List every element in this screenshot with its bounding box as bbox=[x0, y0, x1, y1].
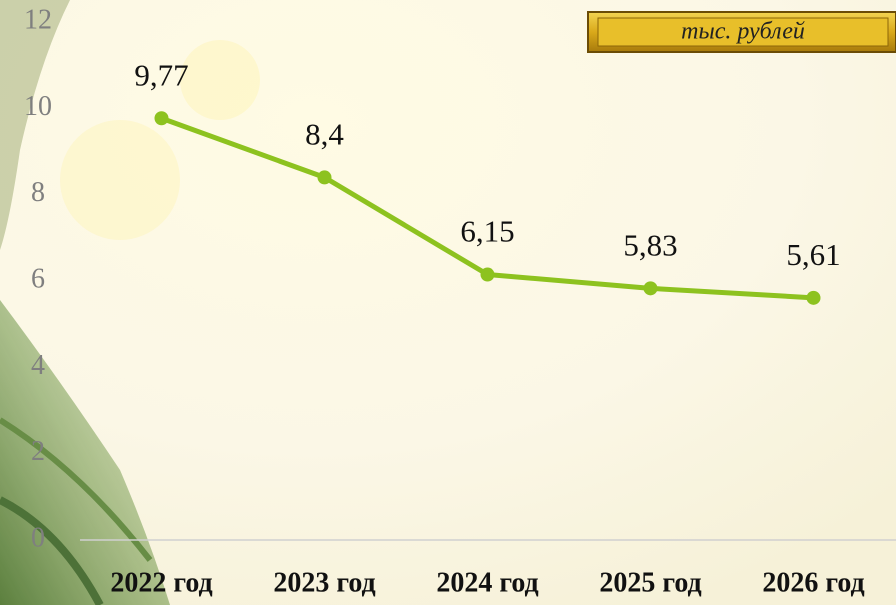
point bbox=[643, 281, 658, 296]
value-label: 9,77 bbox=[134, 57, 188, 92]
x-tick-label: 2022 год bbox=[110, 567, 212, 598]
point bbox=[480, 267, 495, 282]
y-tick-label: 8 bbox=[31, 177, 45, 208]
y-tick-label: 4 bbox=[31, 350, 45, 381]
x-tick-label: 2023 год bbox=[273, 567, 375, 598]
unit-label: тыс. рублей bbox=[681, 19, 805, 45]
decoration bbox=[0, 0, 260, 605]
y-tick-label: 6 bbox=[31, 263, 45, 294]
point bbox=[806, 290, 821, 305]
point bbox=[154, 111, 169, 126]
unit-badge-inner bbox=[597, 17, 889, 47]
value-label: 8,4 bbox=[305, 117, 344, 152]
unit-badge: тыс. рублей bbox=[587, 11, 896, 53]
point bbox=[317, 170, 332, 185]
y-tick-label: 12 bbox=[24, 4, 52, 35]
value-label: 5,83 bbox=[623, 227, 677, 262]
y-tick-label: 10 bbox=[24, 91, 52, 122]
y-tick-label: 0 bbox=[31, 522, 45, 553]
x-tick-label: 2025 год bbox=[599, 567, 701, 598]
x-tick-label: 2024 год bbox=[436, 567, 538, 598]
value-label: 6,15 bbox=[460, 214, 514, 249]
x-tick-label: 2026 год bbox=[762, 567, 864, 598]
value-label: 5,61 bbox=[786, 237, 840, 272]
y-tick-label: 2 bbox=[31, 436, 45, 467]
